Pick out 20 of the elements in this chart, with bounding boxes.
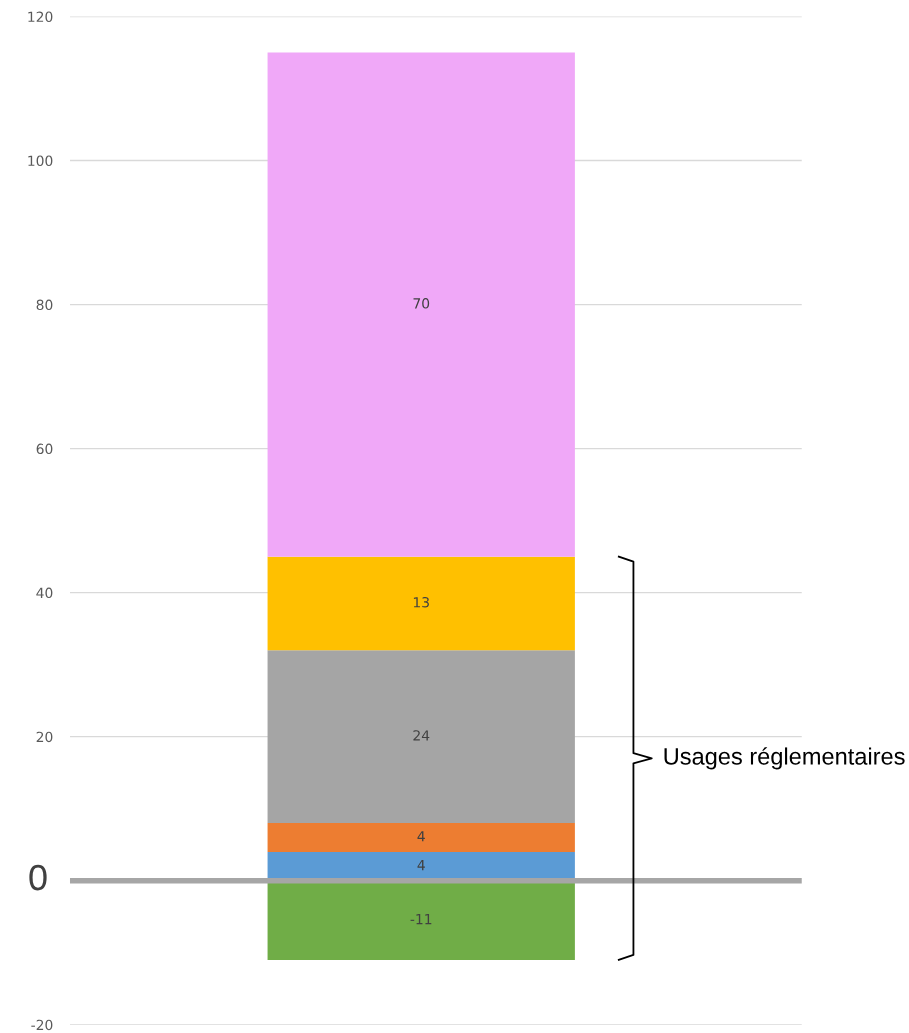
bar xyxy=(267,823,575,852)
y-tick-label: 100 xyxy=(28,155,53,167)
bar xyxy=(267,880,575,960)
bar xyxy=(267,650,575,824)
bar xyxy=(267,556,575,651)
y-tick-label: 80 xyxy=(36,299,53,311)
y-tick-label: -20 xyxy=(31,1019,53,1031)
data-label: 13 xyxy=(413,596,429,608)
bar xyxy=(267,52,575,557)
ref-line-label: 0 xyxy=(29,864,47,891)
y-tick-label: 60 xyxy=(36,443,53,455)
data-label: 70 xyxy=(413,298,430,309)
y-tick-label: 40 xyxy=(36,587,53,599)
data-label: 4 xyxy=(417,860,425,871)
data-label: 4 xyxy=(417,831,425,842)
annotation: Usages réglementaires xyxy=(664,747,905,770)
data-label: 24 xyxy=(413,730,430,741)
y-tick-label: 20 xyxy=(36,731,53,743)
y-tick-label: 120 xyxy=(28,11,53,22)
data-label: -11 xyxy=(410,914,432,925)
